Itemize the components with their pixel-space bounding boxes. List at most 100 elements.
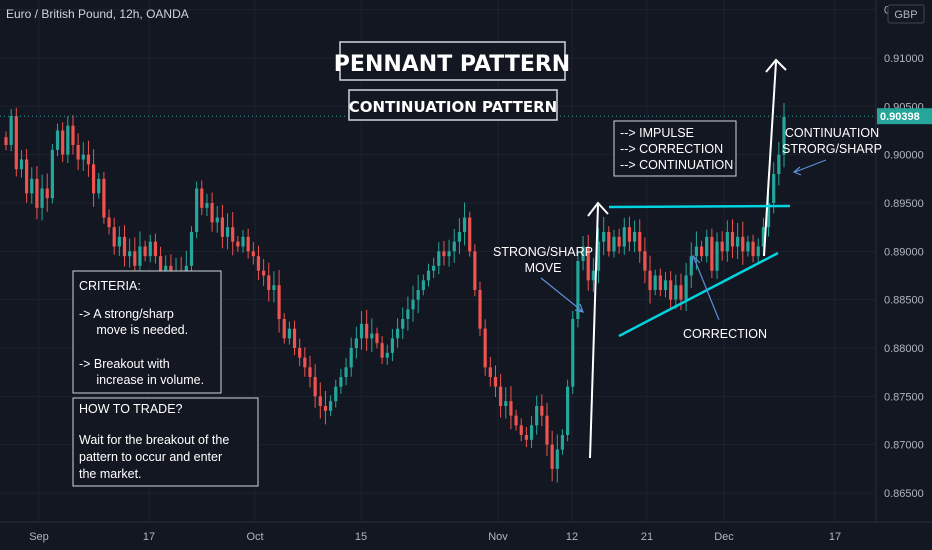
y-tick-label: 0.89500	[884, 198, 924, 210]
candle-body	[535, 406, 539, 426]
candle-body	[328, 401, 333, 411]
candle-body	[205, 203, 209, 208]
candle-body	[128, 251, 132, 257]
chart-subtitle: CONTINUATION PATTERN	[349, 98, 557, 116]
candle-body	[452, 241, 456, 252]
steps-box	[613, 120, 737, 177]
candle-body	[298, 348, 302, 358]
candle-body	[602, 232, 606, 242]
last-price-badge	[877, 108, 932, 125]
candle-body	[617, 236, 621, 247]
continuation-pointer-head	[792, 166, 802, 176]
criteria-line-2: move is needed.	[79, 323, 188, 337]
candle-body	[710, 236, 714, 271]
currency-badge[interactable]	[887, 4, 925, 24]
candle-body	[14, 116, 18, 170]
candle-body	[189, 232, 194, 266]
x-tick-label: Oct	[246, 531, 263, 543]
candle-body	[76, 145, 80, 160]
criteria-line-5: increase in volume.	[79, 373, 204, 387]
candle-body	[339, 377, 343, 387]
candle-body	[421, 280, 425, 290]
candle-body	[612, 236, 616, 252]
candle-body	[488, 367, 492, 377]
candle-body	[689, 256, 693, 276]
candle-body	[380, 343, 384, 358]
criteria-line-4: -> Breakout with	[79, 357, 170, 371]
candle-body	[555, 449, 559, 469]
candle-body	[303, 357, 307, 368]
candle-body	[462, 217, 467, 232]
continuation-label-2: STRORG/SHARP	[782, 142, 882, 156]
candle-body	[292, 328, 297, 348]
strong-move-label-2: MOVE	[525, 261, 562, 275]
candle-body	[231, 227, 235, 242]
candle-body	[669, 280, 673, 300]
pattern-drawings[interactable]	[540, 58, 827, 459]
candle-body	[571, 319, 575, 387]
candle-body	[761, 227, 765, 247]
candle-body	[143, 246, 147, 257]
candle-body	[550, 444, 554, 469]
y-tick-label: 0.87000	[884, 440, 924, 452]
y-tick-label: 0.87500	[884, 391, 924, 403]
y-tick-label: 0.89000	[884, 246, 924, 258]
candle-body	[725, 232, 729, 252]
criteria-heading: CRITERIA:	[79, 279, 141, 293]
candle-body	[313, 377, 317, 397]
chart-title: PENNANT PATTERN	[334, 52, 570, 77]
candle-body	[751, 241, 755, 257]
candle-body	[282, 319, 286, 339]
candle-body	[586, 246, 590, 281]
candle-body	[566, 386, 570, 435]
candle-body	[514, 415, 518, 426]
candle-body	[210, 203, 214, 223]
pennant-upper-line	[608, 204, 791, 209]
candle-body	[684, 275, 688, 300]
candle-body	[772, 174, 776, 203]
candle-body	[442, 251, 446, 257]
candle-body	[540, 406, 544, 416]
candle-body	[741, 236, 745, 252]
x-tick-label: Nov	[488, 531, 508, 543]
candle-body	[499, 386, 503, 406]
candle-body	[730, 232, 735, 247]
candle-body	[91, 164, 96, 194]
candle-body	[195, 188, 199, 232]
how-to-line-1: Wait for the breakout of the	[79, 433, 229, 447]
candle-body	[756, 246, 760, 257]
time-axis[interactable]: Sep 17 Oct 15 Nov 12 21 Dec 17	[29, 531, 841, 543]
candle-body	[658, 275, 662, 290]
candle-body	[225, 227, 230, 237]
candle-body	[432, 265, 436, 271]
candle-body	[272, 285, 276, 290]
candle-body	[457, 232, 462, 242]
currency-label: GBP	[894, 9, 917, 21]
candle-body	[107, 217, 111, 228]
symbol-label[interactable]: Euro / British Pound, 12h, OANDA	[6, 7, 189, 21]
candle-body	[19, 159, 24, 170]
candle-body	[483, 328, 487, 368]
candle-body	[632, 232, 637, 242]
how-to-line-2: pattern to occur and enter	[79, 450, 222, 464]
candle-body	[447, 251, 451, 257]
candle-body	[323, 406, 328, 411]
strong-move-pointer-head	[574, 303, 584, 313]
candle-body	[50, 149, 54, 199]
last-price-label: 0.90398	[880, 111, 920, 123]
candle-body	[694, 246, 699, 257]
candle-body	[122, 236, 127, 257]
candle-body	[241, 236, 245, 247]
title-box	[339, 41, 566, 81]
candle-body	[782, 116, 786, 155]
candle-body	[653, 275, 657, 290]
candle-body	[411, 299, 415, 310]
candle-body	[251, 251, 255, 257]
candle-body	[390, 338, 395, 353]
candle-body	[468, 217, 472, 252]
candle-body	[385, 352, 389, 358]
candle-body	[437, 251, 441, 266]
candle-body	[153, 241, 158, 257]
